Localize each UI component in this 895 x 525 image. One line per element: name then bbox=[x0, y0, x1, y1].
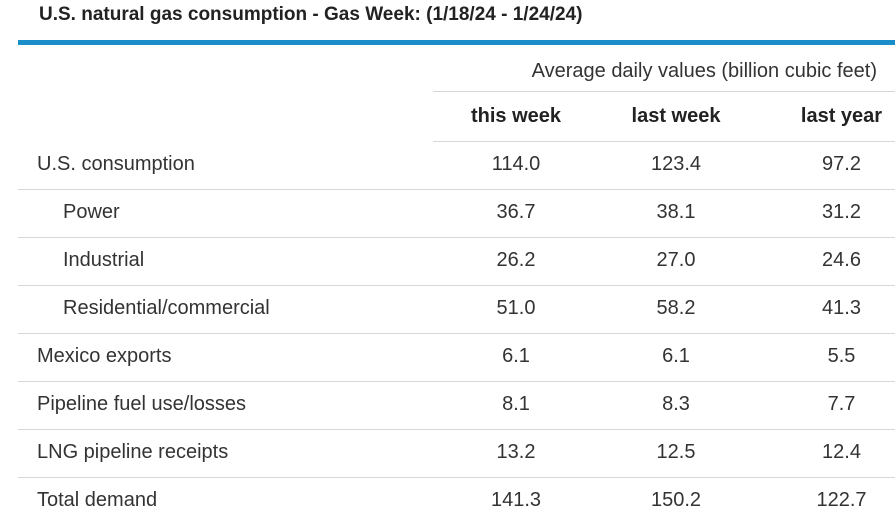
cell-last-week: 27.0 bbox=[656, 249, 696, 271]
cell-this-week: 13.2 bbox=[496, 441, 536, 463]
cell-last-year: 31.2 bbox=[822, 201, 861, 223]
row-label: U.S. consumption bbox=[37, 153, 195, 175]
table-row: Mexico exports 6.1 6.1 5.5 bbox=[18, 334, 895, 382]
cell-last-week: 6.1 bbox=[662, 345, 690, 367]
table-row: U.S. consumption 114.0 123.4 97.2 bbox=[18, 142, 895, 190]
table-row: Pipeline fuel use/losses 8.1 8.3 7.7 bbox=[18, 382, 895, 430]
cell-this-week: 6.1 bbox=[502, 345, 530, 367]
row-label: Pipeline fuel use/losses bbox=[37, 393, 247, 415]
cell-last-week: 38.1 bbox=[656, 201, 696, 223]
column-group-header-label: Average daily values (billion cubic feet… bbox=[531, 60, 877, 82]
row-label: Industrial bbox=[63, 249, 145, 271]
cell-this-week: 8.1 bbox=[502, 393, 530, 415]
cell-last-year: 12.4 bbox=[822, 441, 861, 463]
cell-this-week: 36.7 bbox=[496, 201, 536, 223]
cell-this-week: 26.2 bbox=[496, 249, 536, 271]
cell-last-week: 150.2 bbox=[650, 489, 702, 511]
cell-last-week: 58.2 bbox=[656, 297, 696, 319]
row-label: Residential/commercial bbox=[63, 297, 270, 319]
table-row: Residential/commercial 51.0 58.2 41.3 bbox=[18, 286, 895, 334]
column-header-last-year: last year bbox=[800, 105, 883, 127]
row-label: Power bbox=[63, 201, 120, 223]
row-label: Total demand bbox=[37, 489, 158, 511]
column-group-header: Average daily values (billion cubic feet… bbox=[433, 52, 895, 92]
cell-last-year: 122.7 bbox=[816, 489, 867, 511]
row-label: LNG pipeline receipts bbox=[37, 441, 229, 463]
cell-last-year: 7.7 bbox=[827, 393, 856, 415]
table-row: Power 36.7 38.1 31.2 bbox=[18, 190, 895, 238]
cell-last-year: 5.5 bbox=[827, 345, 856, 367]
cell-last-week: 12.5 bbox=[656, 441, 696, 463]
cell-last-year: 41.3 bbox=[822, 297, 861, 319]
cell-this-week: 141.3 bbox=[490, 489, 542, 511]
table-body: U.S. consumption 114.0 123.4 97.2 Power … bbox=[18, 142, 895, 525]
column-headers: this week last week last year bbox=[433, 93, 895, 142]
row-label: Mexico exports bbox=[37, 345, 172, 367]
table-row: LNG pipeline receipts 13.2 12.5 12.4 bbox=[18, 430, 895, 478]
cell-last-year: 97.2 bbox=[822, 153, 861, 175]
cell-this-week: 114.0 bbox=[491, 153, 541, 175]
column-header-this-week: this week bbox=[470, 105, 562, 127]
cell-last-week: 123.4 bbox=[650, 153, 702, 175]
cell-last-week: 8.3 bbox=[662, 393, 690, 415]
table-row: Industrial 26.2 27.0 24.6 bbox=[18, 238, 895, 286]
column-header-last-week: last week bbox=[631, 105, 721, 127]
title-accent-rule bbox=[18, 40, 895, 45]
cell-last-year: 24.6 bbox=[822, 249, 861, 271]
table-row: Total demand 141.3 150.2 122.7 bbox=[18, 478, 895, 525]
cell-this-week: 51.0 bbox=[496, 297, 536, 319]
table-title: U.S. natural gas consumption - Gas Week:… bbox=[39, 4, 583, 25]
